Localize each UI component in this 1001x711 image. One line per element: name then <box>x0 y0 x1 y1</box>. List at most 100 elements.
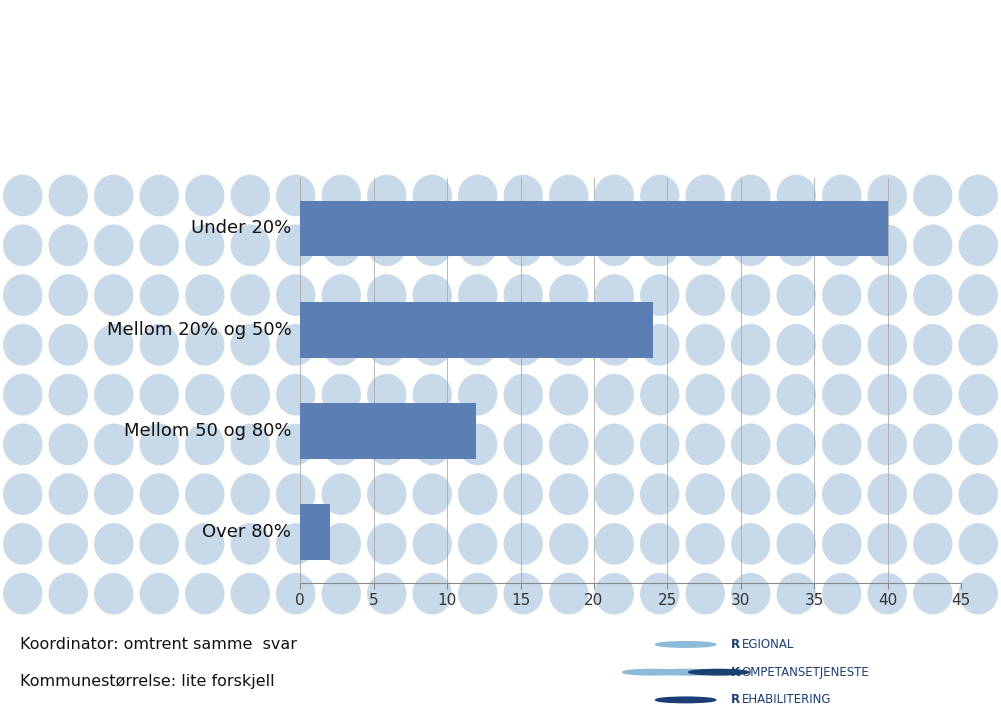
Ellipse shape <box>458 176 496 215</box>
Ellipse shape <box>95 325 133 365</box>
Ellipse shape <box>95 375 133 415</box>
Ellipse shape <box>505 474 543 514</box>
Ellipse shape <box>777 126 815 166</box>
Ellipse shape <box>276 126 314 166</box>
Ellipse shape <box>914 424 952 464</box>
Ellipse shape <box>868 424 906 464</box>
Ellipse shape <box>95 474 133 514</box>
Text: Mellom 50 og 80%: Mellom 50 og 80% <box>124 422 291 440</box>
Ellipse shape <box>367 474 405 514</box>
Ellipse shape <box>959 225 997 265</box>
Bar <box>300 505 329 560</box>
Ellipse shape <box>367 424 405 464</box>
Ellipse shape <box>641 275 679 315</box>
Ellipse shape <box>959 424 997 464</box>
Bar <box>300 403 476 459</box>
Ellipse shape <box>777 275 815 315</box>
Ellipse shape <box>505 524 543 564</box>
Ellipse shape <box>641 325 679 365</box>
Ellipse shape <box>868 275 906 315</box>
Text: OMPETANSETJENESTE: OMPETANSETJENESTE <box>742 665 870 679</box>
Ellipse shape <box>367 524 405 564</box>
Ellipse shape <box>231 76 269 116</box>
Ellipse shape <box>868 76 906 116</box>
Ellipse shape <box>823 574 861 614</box>
Ellipse shape <box>413 325 451 365</box>
Ellipse shape <box>276 76 314 116</box>
Ellipse shape <box>641 574 679 614</box>
Ellipse shape <box>732 375 770 415</box>
Ellipse shape <box>914 275 952 315</box>
Ellipse shape <box>596 375 634 415</box>
Ellipse shape <box>458 474 496 514</box>
Ellipse shape <box>367 225 405 265</box>
Ellipse shape <box>868 524 906 564</box>
Ellipse shape <box>959 325 997 365</box>
Ellipse shape <box>322 524 360 564</box>
Ellipse shape <box>596 275 634 315</box>
Ellipse shape <box>49 76 87 116</box>
Ellipse shape <box>322 474 360 514</box>
Ellipse shape <box>596 126 634 166</box>
Ellipse shape <box>367 176 405 215</box>
Ellipse shape <box>732 574 770 614</box>
Ellipse shape <box>140 424 178 464</box>
Ellipse shape <box>140 275 178 315</box>
Ellipse shape <box>641 375 679 415</box>
Ellipse shape <box>231 574 269 614</box>
Ellipse shape <box>550 126 588 166</box>
Ellipse shape <box>186 474 224 514</box>
Ellipse shape <box>95 176 133 215</box>
Ellipse shape <box>95 275 133 315</box>
Ellipse shape <box>641 76 679 116</box>
Ellipse shape <box>732 176 770 215</box>
Ellipse shape <box>777 176 815 215</box>
Ellipse shape <box>550 574 588 614</box>
Ellipse shape <box>186 76 224 116</box>
Ellipse shape <box>4 126 42 166</box>
Ellipse shape <box>231 225 269 265</box>
Ellipse shape <box>732 524 770 564</box>
Ellipse shape <box>140 76 178 116</box>
Ellipse shape <box>4 574 42 614</box>
Ellipse shape <box>140 225 178 265</box>
Ellipse shape <box>914 325 952 365</box>
Circle shape <box>656 697 716 702</box>
Ellipse shape <box>276 424 314 464</box>
Ellipse shape <box>49 574 87 614</box>
Ellipse shape <box>868 176 906 215</box>
Ellipse shape <box>4 424 42 464</box>
Ellipse shape <box>777 574 815 614</box>
Ellipse shape <box>413 375 451 415</box>
Ellipse shape <box>732 225 770 265</box>
Ellipse shape <box>367 275 405 315</box>
Ellipse shape <box>367 325 405 365</box>
Ellipse shape <box>641 524 679 564</box>
Ellipse shape <box>49 225 87 265</box>
Ellipse shape <box>4 325 42 365</box>
Ellipse shape <box>186 126 224 166</box>
Ellipse shape <box>95 574 133 614</box>
Ellipse shape <box>641 126 679 166</box>
Ellipse shape <box>95 524 133 564</box>
Ellipse shape <box>777 225 815 265</box>
Ellipse shape <box>868 474 906 514</box>
Ellipse shape <box>322 325 360 365</box>
Ellipse shape <box>687 325 725 365</box>
Ellipse shape <box>959 375 997 415</box>
Text: Koordinator: omtrent samme  svar: Koordinator: omtrent samme svar <box>20 637 297 652</box>
Ellipse shape <box>231 474 269 514</box>
Ellipse shape <box>777 325 815 365</box>
Ellipse shape <box>413 474 451 514</box>
Ellipse shape <box>596 225 634 265</box>
Ellipse shape <box>276 524 314 564</box>
Ellipse shape <box>49 275 87 315</box>
Ellipse shape <box>4 524 42 564</box>
Ellipse shape <box>95 76 133 116</box>
Ellipse shape <box>413 76 451 116</box>
Ellipse shape <box>777 375 815 415</box>
Ellipse shape <box>276 325 314 365</box>
Ellipse shape <box>505 76 543 116</box>
Ellipse shape <box>732 424 770 464</box>
Ellipse shape <box>914 474 952 514</box>
